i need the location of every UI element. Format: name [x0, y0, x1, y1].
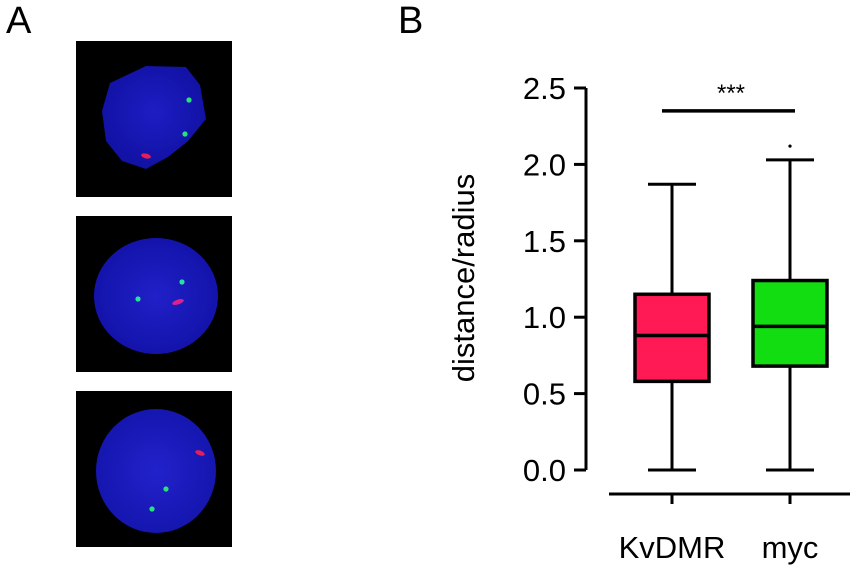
y-tick-label: 0.0 — [523, 453, 566, 488]
significance-annotation: *** — [662, 80, 795, 113]
iqr-box — [751, 278, 829, 368]
x-tick-label-myc: myc — [762, 530, 819, 565]
box-myc — [751, 158, 829, 472]
green-probe-spot — [186, 97, 192, 103]
iqr-box — [633, 292, 711, 384]
x-tick-labels: KvDMR myc — [619, 494, 819, 565]
green-probe-spot — [135, 296, 141, 302]
nucleus-shape — [94, 238, 218, 354]
nucleus-shape — [96, 409, 216, 533]
boxes — [633, 144, 829, 472]
outlier-point — [788, 144, 792, 148]
y-tick-label: 1.5 — [523, 224, 566, 259]
y-tick-label: 2.5 — [523, 71, 566, 106]
green-probe-spot — [179, 279, 185, 285]
red-probe-spot — [172, 299, 184, 305]
y-ticks: 0.0 0.5 1.0 1.5 2.0 2.5 — [523, 71, 586, 488]
green-probe-spot — [163, 486, 169, 492]
nucleus-image-1 — [76, 41, 232, 197]
y-tick-label: 0.5 — [523, 377, 566, 412]
red-probe-spot — [195, 450, 205, 456]
red-probe-spot — [141, 153, 151, 159]
panel-label-a: A — [6, 0, 32, 42]
x-tick-label-kvdmr: KvDMR — [619, 530, 726, 565]
y-tick-label: 1.0 — [523, 300, 566, 335]
y-tick-label: 2.0 — [523, 147, 566, 182]
green-probe-spot — [182, 131, 188, 137]
panel-label-b: B — [398, 0, 424, 42]
nucleus-image-3 — [76, 391, 232, 547]
y-axis-label: distance/radius — [446, 174, 481, 383]
significance-stars: *** — [717, 80, 745, 107]
nucleus-image-2 — [76, 216, 232, 372]
box-kvdmr — [633, 182, 711, 472]
nucleus-shape — [102, 66, 206, 169]
green-probe-spot — [149, 506, 155, 512]
